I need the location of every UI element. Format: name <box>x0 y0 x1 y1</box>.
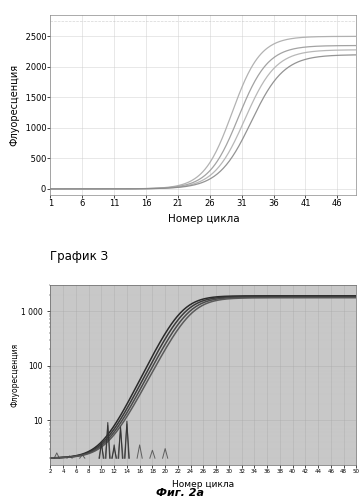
Y-axis label: Флуоресценция: Флуоресценция <box>10 64 20 146</box>
Text: Фиг. 2а: Фиг. 2а <box>156 488 204 498</box>
Y-axis label: Флуоресценция: Флуоресценция <box>11 343 20 407</box>
X-axis label: Номер цикла: Номер цикла <box>172 480 234 488</box>
Text: График З: График З <box>50 250 108 263</box>
X-axis label: Номер цикла: Номер цикла <box>168 214 239 224</box>
